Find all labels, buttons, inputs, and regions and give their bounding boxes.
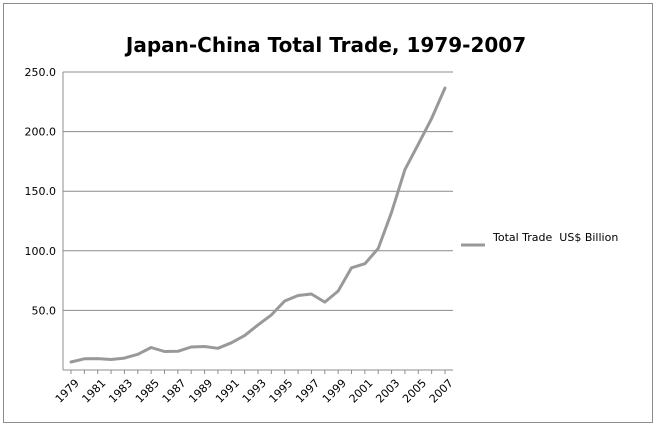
data-point <box>163 350 166 353</box>
data-point <box>270 313 273 316</box>
chart-frame: Japan-China Total Trade, 1979-2007 50.0 1… <box>3 3 653 423</box>
x-tick-label: 1981 <box>80 377 109 406</box>
data-point <box>96 357 99 360</box>
x-tick-label: 1979 <box>53 377 82 406</box>
data-point <box>176 350 179 353</box>
data-point <box>377 247 380 250</box>
data-point <box>403 168 406 171</box>
x-tick-label: 1987 <box>160 377 189 406</box>
data-point <box>444 86 447 89</box>
legend: Total Trade US$ Billion <box>461 231 618 247</box>
y-tick-labels: 50.0 100.0 150.0 200.0 250.0 <box>25 66 57 317</box>
data-point <box>136 353 139 356</box>
x-tick-label: 1989 <box>186 377 215 406</box>
x-tick-label: 1995 <box>267 377 296 406</box>
data-point <box>417 143 420 146</box>
data-point <box>83 357 86 360</box>
data-point <box>430 117 433 120</box>
data-point <box>203 345 206 348</box>
legend-label: Total Trade US$ Billion <box>492 231 618 244</box>
x-tick-label: 2003 <box>373 377 402 406</box>
data-point <box>150 346 153 349</box>
x-tick-label: 2005 <box>400 377 429 406</box>
y-tick-label: 200.0 <box>25 126 57 139</box>
data-point <box>70 361 73 364</box>
axes <box>62 72 453 374</box>
x-tick-label: 2001 <box>347 377 376 406</box>
x-tick-label: 1999 <box>320 377 349 406</box>
data-point <box>230 341 233 344</box>
y-tick-label: 50.0 <box>32 304 57 317</box>
data-point <box>110 358 113 361</box>
data-point <box>190 345 193 348</box>
data-point <box>323 301 326 304</box>
data-point <box>310 292 313 295</box>
x-tick-label: 1997 <box>293 377 322 406</box>
series-line-1 <box>69 86 447 364</box>
data-point <box>297 294 300 297</box>
data-point <box>350 266 353 269</box>
data-point <box>390 211 393 214</box>
y-tick-label: 250.0 <box>25 66 57 79</box>
y-tick-label: 100.0 <box>25 245 57 258</box>
grid-lines <box>63 71 453 311</box>
data-point <box>283 299 286 302</box>
x-tick-label: 2007 <box>427 377 456 406</box>
data-point <box>337 290 340 293</box>
data-point <box>243 334 246 337</box>
x-tick-label: 1985 <box>133 377 162 406</box>
chart-title: Japan-China Total Trade, 1979-2007 <box>124 33 526 57</box>
x-tick-label: 1983 <box>106 377 135 406</box>
data-point <box>363 262 366 265</box>
line-chart: Japan-China Total Trade, 1979-2007 50.0 1… <box>25 33 619 406</box>
y-tick-label: 150.0 <box>25 185 57 198</box>
data-point <box>123 357 126 360</box>
data-point <box>257 323 260 326</box>
x-tick-label: 1993 <box>240 377 269 406</box>
x-tick-labels: 1979198119831985198719891991199319951997… <box>53 377 456 406</box>
data-point <box>216 347 219 350</box>
series-layer <box>69 86 447 364</box>
x-tick-label: 1991 <box>213 377 242 406</box>
